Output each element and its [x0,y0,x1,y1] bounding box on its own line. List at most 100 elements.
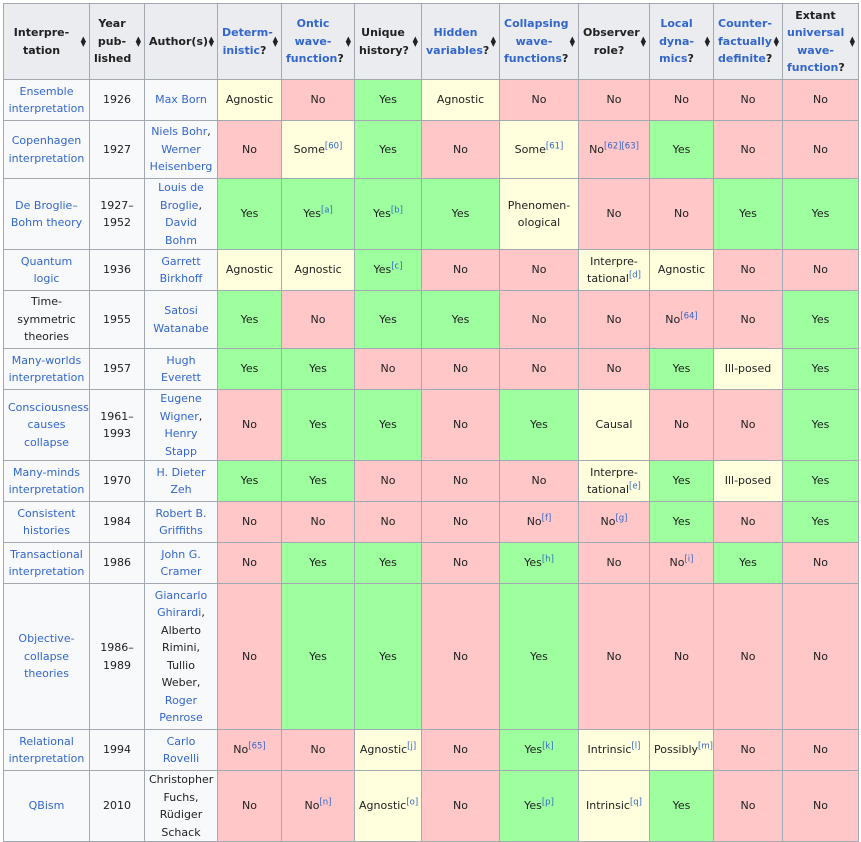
citation-link[interactable]: [65] [248,741,266,752]
header-interpretation[interactable]: Interpre-tation ▲ ▼ [3,3,90,80]
header-question-mark: ? [561,52,569,66]
author-name[interactable]: David Bohm [165,216,197,247]
year-cell: 1957 [89,348,145,390]
citation-link[interactable]: [q] [629,797,642,808]
citation-link[interactable]: [60] [324,141,343,152]
header-extant-wavefunction[interactable]: Extant universal wave-function? ▲ ▼ [782,3,859,80]
sort-icon[interactable]: ▲ ▼ [849,34,855,48]
sort-icon[interactable]: ▲ ▼ [345,34,351,48]
citation-link[interactable]: [62][63] [604,141,639,152]
author-name[interactable]: Niels Bohr [151,125,208,139]
observer-role-cell: Interpre-tational[e] [578,460,650,502]
author-name[interactable]: Carlo Rovelli [162,734,200,766]
interpretation-link[interactable]: Ensemble interpretation [8,84,85,116]
sort-icon[interactable]: ▲ ▼ [569,34,575,48]
authors-cell: Giancarlo Ghirardi, Alberto Rimini, Tull… [144,583,218,730]
header-year[interactable]: Year pub-lished ▲ ▼ [89,3,145,80]
interpretation-link[interactable]: Copenhagen interpretation [8,134,85,165]
header-counterfactual[interactable]: Counter-factually definite? ▲ ▼ [713,3,783,80]
observer-role-cell: No [578,178,650,250]
citation-link[interactable]: [o] [406,797,419,808]
sort-icon[interactable]: ▲ ▼ [80,34,86,48]
header-deterministic[interactable]: Determ-inistic? ▲ ▼ [217,3,282,80]
year-cell: 1970 [89,460,145,502]
interpretation-link[interactable]: Quantum logic [20,254,73,286]
citation-link[interactable]: [m] [698,741,713,752]
local-dynamics-value: Yes [672,142,691,156]
citation-link[interactable]: [j] [407,741,417,752]
hidden-variables-cell: Yes [421,290,500,349]
interpretation-cell: Time-symmetric theories [3,290,90,349]
author-name[interactable]: John G. Cramer [160,547,202,579]
citation-link[interactable]: [n] [319,797,332,808]
author-name[interactable]: Roger Penrose [159,693,203,725]
counterfactual-cell: No [713,729,783,771]
sort-icon[interactable]: ▲ ▼ [490,34,496,48]
interpretation-link[interactable]: Relational interpretation [8,734,85,766]
author-name[interactable]: Louis de Broglie [158,181,204,212]
observer-role-value: Causal [595,418,633,432]
header-collapsing-link[interactable]: Collapsing wave-functions [504,17,569,66]
header-observer-role[interactable]: Observer role? ▲ ▼ [578,3,650,80]
local-dynamics-cell: Yes [649,770,714,842]
author-name[interactable]: H. Dieter Zeh [156,465,206,497]
interpretation-link[interactable]: QBism [28,799,65,813]
observer-role-value: No [606,93,622,107]
observer-role-value: No [606,362,622,376]
citation-link[interactable]: [c] [391,261,403,272]
citation-link[interactable]: [e] [629,481,641,492]
citation-link[interactable]: [61] [545,141,564,152]
sort-icon[interactable]: ▲ ▼ [272,34,278,48]
counterfactual-cell: Yes [713,542,783,584]
interpretation-link[interactable]: Many-worlds interpretation [8,353,85,385]
header-ontic[interactable]: Ontic wave-function? ▲ ▼ [281,3,355,80]
sort-icon[interactable]: ▲ ▼ [208,34,214,48]
hidden-variables-cell: No [421,348,500,390]
header-hidden-variables[interactable]: Hidden variables? ▲ ▼ [421,3,500,80]
citation-link[interactable]: [l] [631,741,641,752]
header-counterfactual-link[interactable]: Counter-factually definite [718,17,773,66]
header-authors[interactable]: Author(s) ▲ ▼ [144,3,218,80]
author-name[interactable]: Werner Heisenberg [149,142,213,174]
author-name[interactable]: Max Born [155,93,207,107]
extant-wavefunction-value: No [813,142,828,156]
sort-icon[interactable]: ▲ ▼ [773,34,779,48]
sort-icon[interactable]: ▲ ▼ [135,34,141,48]
header-ontic-link[interactable]: Ontic wave-function [286,17,338,66]
interpretation-link[interactable]: Many-minds interpretation [8,465,85,497]
citation-link[interactable]: [b] [390,205,403,216]
header-deterministic-link[interactable]: Determ-inistic [222,26,273,57]
citation-link[interactable]: [64] [680,311,698,322]
header-hidden-link[interactable]: Hidden variables [426,26,483,57]
interpretation-link[interactable]: Objective-collapse theories [18,632,75,681]
interpretation-link[interactable]: Consistent histories [17,506,76,538]
author-name[interactable]: Giancarlo Ghirardi [154,588,208,620]
sort-icon[interactable]: ▲ ▼ [412,34,418,48]
author-name[interactable]: Satosi Watanabe [153,304,209,335]
header-collapsing[interactable]: Collapsing wave-functions? ▲ ▼ [499,3,579,80]
author-name[interactable]: Robert B. Griffiths [155,506,207,538]
author-name[interactable]: Henry Stapp [164,427,198,458]
citation-link[interactable]: [g] [615,513,628,524]
local-dynamics-value: Yes [672,362,691,376]
interpretation-link[interactable]: De Broglie–Bohm theory [10,198,83,230]
interpretation-link[interactable]: Transactional interpretation [8,547,85,579]
header-extant-link[interactable]: universal wave-function [787,26,845,74]
interpretation-link[interactable]: Consciousness causes collapse [8,400,89,449]
citation-link[interactable]: [k] [542,741,554,752]
sort-icon[interactable]: ▲ ▼ [640,34,646,48]
citation-link[interactable]: [a] [320,205,333,216]
unique-history-cell: Agnostic[o] [354,770,422,842]
citation-link[interactable]: [i] [684,554,694,565]
header-local-link[interactable]: Local dyna-mics [659,17,694,66]
author-name[interactable]: Hugh Everett [161,353,201,385]
citation-link[interactable]: [p] [541,797,554,808]
header-local-dynamics[interactable]: Local dyna-mics? ▲ ▼ [649,3,714,80]
citation-link[interactable]: [h] [541,554,554,565]
author-name[interactable]: Eugene Wigner [159,392,202,423]
citation-link[interactable]: [f] [541,513,552,524]
header-unique-history[interactable]: Unique history? ▲ ▼ [354,3,422,80]
author-name[interactable]: Garrett Birkhoff [159,254,203,286]
citation-link[interactable]: [d] [628,270,641,281]
sort-icon[interactable]: ▲ ▼ [704,34,710,48]
